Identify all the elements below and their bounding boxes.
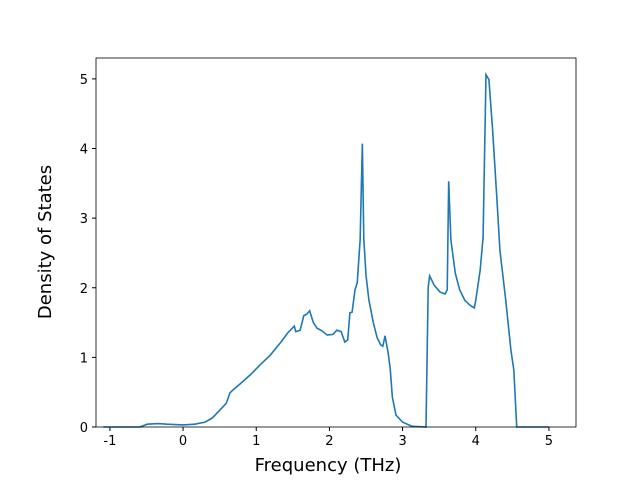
x-tick-label: 0 (179, 434, 187, 449)
x-tick-label: -1 (103, 434, 116, 449)
y-tick-label: 5 (80, 73, 88, 88)
y-tick-label: 1 (80, 351, 88, 366)
x-tick-label: 3 (398, 434, 406, 449)
y-tick-label: 4 (80, 143, 88, 158)
x-tick-label: 5 (545, 434, 553, 449)
plot-frame (95, 57, 577, 428)
x-tick-label: 1 (252, 434, 260, 449)
y-tick-label: 2 (80, 282, 88, 297)
x-tick-label: 4 (472, 434, 480, 449)
x-tick-label: 2 (325, 434, 333, 449)
y-tick-label: 3 (80, 212, 88, 227)
x-axis-label: Frequency (THz) (255, 455, 402, 476)
y-tick-label: 0 (80, 421, 88, 436)
y-axis-label: Density of States (35, 165, 56, 319)
line (103, 71, 549, 428)
